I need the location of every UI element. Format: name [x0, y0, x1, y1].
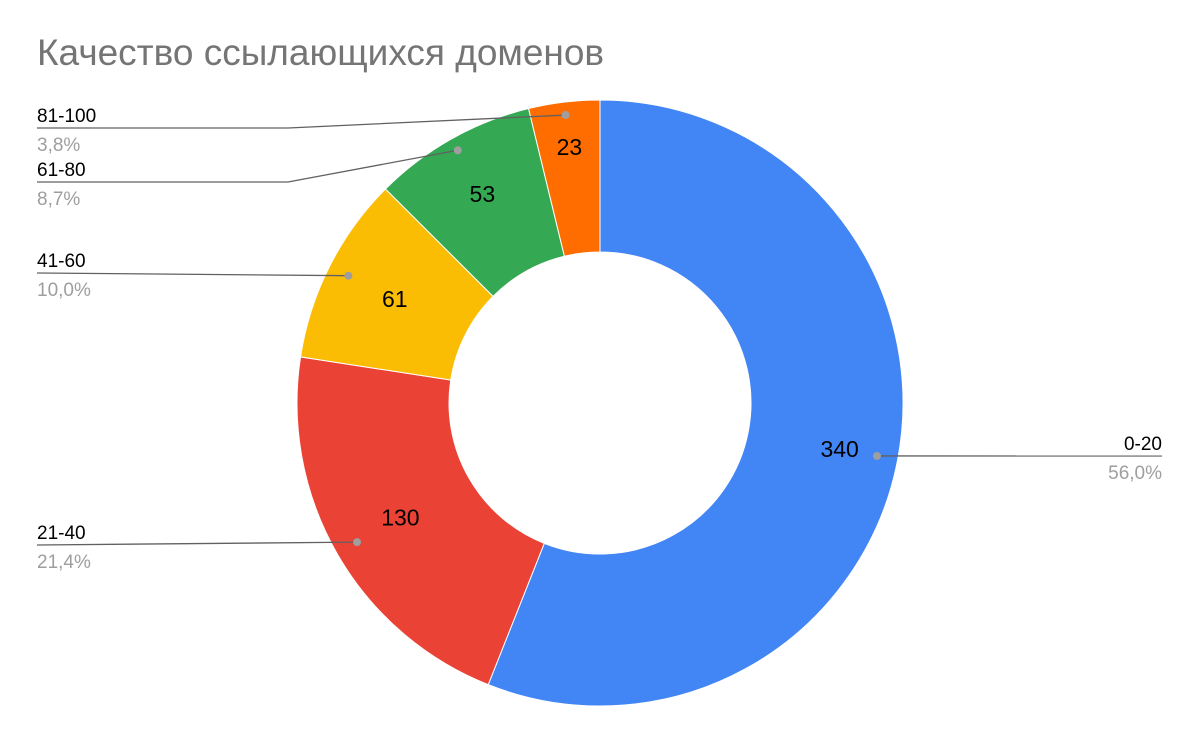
slice-value-41-60: 61 [382, 286, 408, 312]
category-label-61-80: 61-80 [37, 160, 86, 181]
category-label-21-40: 21-40 [37, 523, 86, 544]
slice-value-81-100: 23 [557, 134, 583, 160]
leader-line-21-40 [36, 541, 358, 546]
chart-title: Качество ссылающихся доменов [37, 32, 605, 73]
slice-81-100 [527, 99, 601, 257]
percent-label-61-80: 8,7% [37, 189, 80, 210]
slice-21-40 [296, 356, 545, 686]
leader-dot-0-20 [872, 451, 881, 460]
leader-dot-81-100 [561, 111, 570, 120]
category-label-0-20: 0-20 [1124, 434, 1162, 455]
leader-line-41-60 [36, 272, 349, 277]
percent-label-41-60: 10,0% [37, 280, 91, 301]
percent-label-21-40: 21,4% [37, 552, 91, 573]
leader-dot-61-80 [453, 146, 462, 155]
slice-value-0-20: 340 [820, 436, 858, 462]
percent-label-0-20: 56,0% [1108, 463, 1162, 484]
slice-value-61-80: 53 [470, 181, 496, 207]
leader-dot-21-40 [353, 538, 362, 547]
slice-value-21-40: 130 [381, 504, 419, 530]
percent-label-81-100: 3,8% [37, 135, 80, 156]
slice-0-20 [487, 99, 904, 707]
leader-dot-41-60 [344, 271, 353, 280]
category-label-41-60: 41-60 [37, 251, 86, 272]
category-label-81-100: 81-100 [37, 106, 96, 127]
leader-line-61-80 [37, 149, 458, 183]
leader-line-81-100 [37, 114, 566, 129]
